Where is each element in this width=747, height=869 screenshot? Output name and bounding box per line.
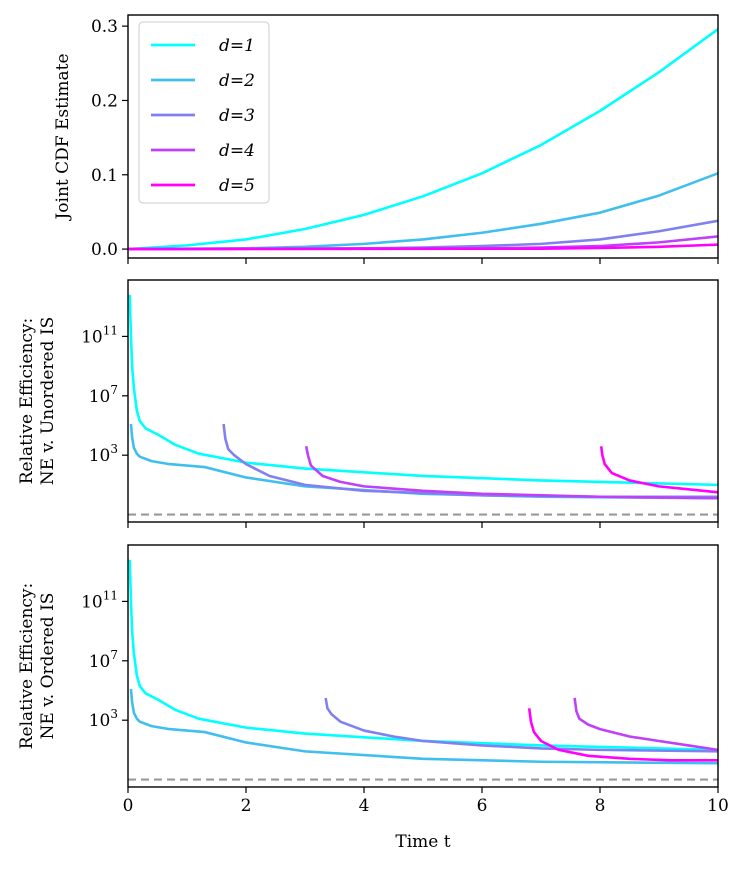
plot-frame: [127, 279, 719, 523]
plot-frame: [127, 14, 719, 259]
y-tick-label: 107: [89, 648, 118, 672]
y-tick-label: 103: [89, 707, 118, 731]
series-line-d4: [573, 697, 718, 752]
x-tick-label: 4: [359, 796, 370, 816]
series-line-d1: [128, 559, 718, 752]
y-tick-base: 10: [89, 446, 111, 466]
legend-label-d3: d=3: [219, 106, 255, 126]
y-tick-exponent: 3: [110, 442, 118, 456]
series-line-d4: [304, 446, 718, 500]
y-tick-exponent: 11: [103, 588, 118, 602]
y-tick-exponent: 7: [110, 383, 118, 397]
legend-label-d1: d=1: [219, 36, 255, 56]
series-line-d2: [129, 423, 718, 500]
x-tick-label: 6: [477, 796, 488, 816]
y-tick-label: 107: [89, 383, 118, 407]
y-axis-label-line: Relative Efficiency:: [17, 583, 37, 750]
y-tick-label: 0.3: [91, 17, 118, 37]
y-tick-label: 0.2: [91, 91, 118, 111]
y-tick-label: 0.1: [91, 166, 118, 186]
series-group: [128, 28, 718, 251]
series-line-d1: [128, 28, 718, 251]
y-axis-label-line: NE v. Unordered IS: [38, 317, 58, 486]
x-axis-label-group: Time t: [395, 832, 450, 852]
series-line-d5: [527, 708, 718, 762]
legend-label-d4: d=4: [219, 141, 255, 161]
y-tick-exponent: 7: [110, 648, 118, 662]
series-line-d1: [128, 294, 718, 487]
y-tick-exponent: 11: [103, 323, 118, 337]
plot-frame: [127, 544, 719, 788]
x-axis-label: Time t: [395, 832, 450, 852]
legend-box: [138, 21, 270, 204]
y-tick-exponent: 3: [110, 707, 118, 721]
series-group: [128, 559, 718, 765]
y-tick-base: 10: [81, 327, 103, 347]
x-tick-label: 10: [707, 796, 729, 816]
y-tick-label: 1011: [81, 323, 118, 347]
legend: d=1 d=2 d=3 d=4 d=5: [138, 21, 270, 204]
y-tick-label: 103: [89, 442, 118, 466]
y-axis-label-line: NE v. Ordered IS: [38, 593, 58, 740]
x-tick-label: 2: [241, 796, 252, 816]
series-line-d2: [129, 688, 718, 765]
y-tick-base: 10: [81, 592, 103, 612]
series-group: [128, 294, 718, 500]
y-tick-base: 10: [89, 711, 111, 731]
y-axis-label: Joint CDF Estimate: [53, 53, 73, 221]
series-line-d3: [324, 697, 718, 753]
y-axis-label-line: Relative Efficiency:: [17, 318, 37, 485]
y-tick-base: 10: [89, 652, 111, 672]
series-line-d5: [128, 243, 718, 251]
y-tick-label: 1011: [81, 588, 118, 612]
y-tick-label: 0.0: [91, 240, 118, 260]
legend-label-d5: d=5: [219, 176, 255, 196]
series-line-d5: [599, 446, 718, 494]
x-tick-label: 8: [595, 796, 606, 816]
legend-label-d2: d=2: [219, 71, 255, 91]
y-tick-base: 10: [89, 387, 111, 407]
x-tick-label: 0: [123, 796, 134, 816]
